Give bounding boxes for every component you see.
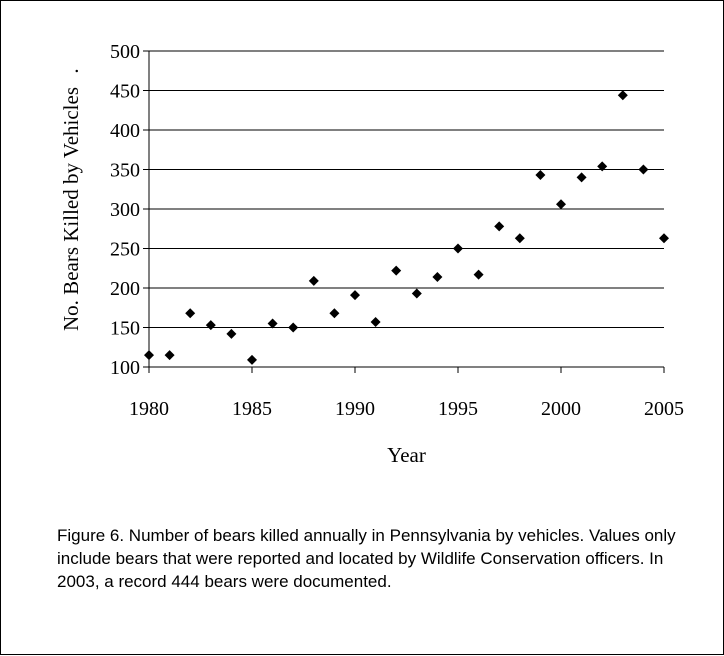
y-tick-label-5: 350 <box>110 160 140 182</box>
x-tick-label-1: 1985 <box>232 398 272 420</box>
y-axis-title-suffix: . <box>59 68 83 73</box>
data-point-1985 <box>247 354 257 365</box>
x-axis-title: Year <box>387 443 426 467</box>
data-point-1993 <box>411 288 422 299</box>
data-point-1980 <box>144 350 154 361</box>
data-point-1995 <box>453 243 463 254</box>
data-point-1996 <box>473 269 484 280</box>
x-tick-label-4: 2000 <box>541 398 581 420</box>
y-tick-label-8: 500 <box>110 41 140 63</box>
data-point-1988 <box>308 275 319 286</box>
y-axis-title-group: No. Bears Killed by Vehicles . <box>59 68 83 331</box>
x-tick-label-3: 1995 <box>438 398 478 420</box>
y-tick-label-7: 450 <box>110 81 140 103</box>
gridlines <box>149 50 664 368</box>
data-point-1987 <box>288 322 299 333</box>
data-point-2004 <box>638 164 649 175</box>
y-tick-label-3: 250 <box>110 239 140 261</box>
y-tick-label-1: 150 <box>110 318 140 340</box>
x-tick-labels: 1980 1985 1990 1995 2000 2005 <box>129 367 684 420</box>
data-point-1989 <box>329 308 340 319</box>
data-point-1990 <box>350 290 360 301</box>
data-point-1999 <box>535 170 546 181</box>
data-point-1982 <box>185 308 196 319</box>
y-tick-label-0: 100 <box>110 357 140 379</box>
figure-caption: Figure 6. Number of bears killed annuall… <box>57 526 676 591</box>
data-point-1998 <box>514 233 525 244</box>
data-point-2003 <box>617 90 628 101</box>
data-point-1991 <box>370 316 381 327</box>
data-points <box>144 90 669 365</box>
y-tick-label-2: 200 <box>110 278 140 300</box>
data-point-1984 <box>226 328 237 339</box>
x-tick-label-5: 2005 <box>644 398 684 420</box>
x-tick-label-0: 1980 <box>129 398 169 420</box>
data-point-2001 <box>576 172 587 183</box>
data-point-1981 <box>164 350 175 361</box>
x-tick-label-2: 1990 <box>335 398 375 420</box>
data-point-2002 <box>597 161 608 172</box>
data-point-1986 <box>267 318 278 329</box>
data-point-2000 <box>556 199 566 210</box>
data-point-2005 <box>659 233 669 244</box>
data-point-1983 <box>205 320 216 331</box>
y-tick-label-6: 400 <box>110 120 140 142</box>
data-point-1997 <box>494 221 505 232</box>
data-point-1994 <box>432 271 443 282</box>
y-axis-title: No. Bears Killed by Vehicles <box>59 87 83 331</box>
y-tick-labels: 100 150 200 250 300 350 400 450 500 <box>110 41 149 379</box>
data-point-1992 <box>391 265 402 276</box>
y-tick-label-4: 300 <box>110 199 140 221</box>
